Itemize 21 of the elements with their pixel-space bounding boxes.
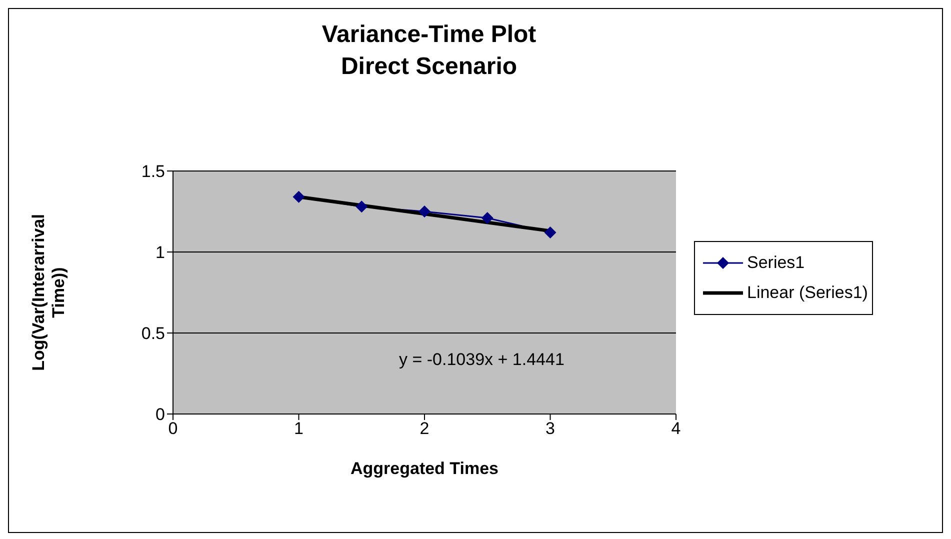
annotation: y = -0.1039x + 1.4441 [399, 350, 564, 370]
y-axis-title: Log(Var(Interarrival Time)) [29, 214, 68, 371]
point [292, 190, 305, 203]
x-tick-label: 1 [294, 419, 304, 438]
x-tick-label: 4 [671, 419, 681, 438]
x-axis-title: Aggregated Times [350, 459, 499, 478]
y-tick-label: 1.5 [141, 162, 165, 182]
y-tick-label: 0 [156, 405, 165, 424]
legend-label: Series1 [747, 253, 805, 273]
point [544, 226, 556, 239]
point [418, 206, 430, 218]
x-tick-label: 2 [420, 419, 430, 438]
y-tick-label: 0.5 [141, 324, 165, 344]
point [481, 212, 494, 224]
point [356, 200, 368, 213]
chart-subtitle: Direct Scenario [340, 52, 518, 82]
y-tick-label: 1 [156, 243, 165, 262]
legend-label: Linear (Series1) [747, 283, 868, 303]
x-tick-label: 3 [546, 419, 555, 438]
chart-title: Variance-Time Plot [320, 20, 538, 50]
x-tick-label: 0 [168, 419, 178, 438]
